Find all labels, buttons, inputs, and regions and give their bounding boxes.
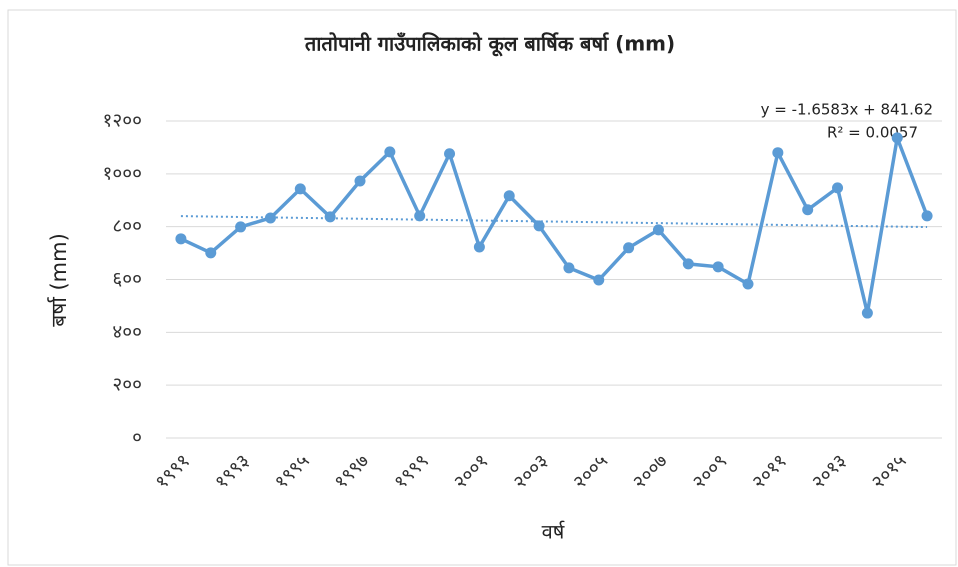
data-point [802,204,814,216]
data-point [414,210,426,222]
series-line [180,131,929,314]
chart-title: तातोपानी गाउँपालिकाको कूल बार्षिक बर्षा … [304,32,675,57]
data-point [861,307,873,319]
y-tick-label: १२०० [102,110,142,132]
data-point [264,212,276,224]
data-point [563,262,575,274]
trend-r2: R² = 0.0057 [827,124,918,142]
data-point [533,220,545,232]
data-point [593,274,605,286]
data-point [921,210,933,222]
data-point [354,175,366,187]
y-tick-label: ४०० [112,321,142,343]
data-point [623,242,635,254]
data-point [205,247,217,259]
data-point [712,261,724,273]
data-point [324,211,336,223]
y-tick-label: ८०० [112,215,142,237]
data-point [444,148,456,160]
data-point [503,190,515,202]
data-point [772,147,784,159]
data-point [473,241,485,253]
data-point [294,183,306,195]
data-point [235,221,247,233]
data-point [742,278,754,290]
y-tick-label: ० [132,427,142,449]
data-point [682,258,694,270]
data-point [832,182,844,194]
chart-border [7,9,957,566]
x-axis-label: वर्ष [542,520,566,544]
trendline [180,215,928,229]
y-axis-label: बर्षा (mm) [47,233,71,327]
data-point [891,132,903,144]
data-point [652,224,664,236]
data-point [175,233,187,245]
y-tick-label: २०० [112,374,142,396]
data-point [384,146,396,158]
y-tick-label: ६०० [112,268,142,290]
trend-equation: y = -1.6583x + 841.62 [761,101,933,119]
y-tick-label: १००० [102,162,142,184]
